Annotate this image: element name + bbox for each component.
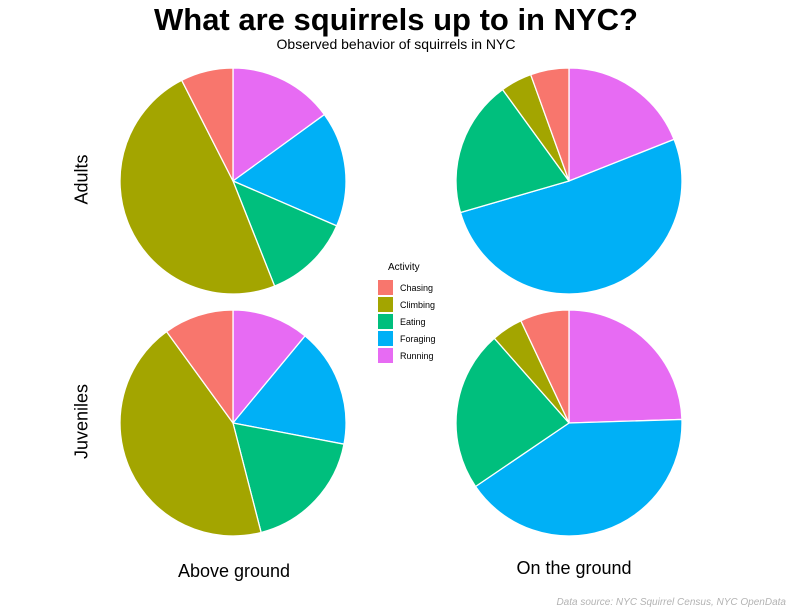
data-source-caption: Data source: NYC Squirrel Census, NYC Op… [556, 597, 786, 608]
legend-title: Activity [388, 262, 420, 273]
column-label-on-the-ground: On the ground [516, 558, 632, 578]
pie-slice-adults-on-the-ground-eating [455, 88, 571, 214]
legend-swatch-foraging [378, 331, 393, 346]
pie-slice-adults-above-ground-chasing [180, 67, 234, 182]
pie-slice-adults-above-ground-climbing [119, 79, 276, 295]
pie-slice-juveniles-on-the-ground-eating [455, 337, 570, 488]
legend-swatch-climbing [378, 297, 393, 312]
pie-slice-adults-above-ground-eating [231, 179, 338, 287]
legend: Activity Chasing Climbing Eating Foraging Ru… [378, 262, 436, 364]
legend-item-foraging: Foraging [378, 330, 436, 347]
legend-swatch-chasing [378, 280, 393, 295]
pie-slice-juveniles-above-ground-chasing [165, 309, 234, 426]
pie-slice-adults-above-ground-running [232, 67, 326, 183]
column-label-above-ground: Above ground [177, 561, 291, 581]
pie-slice-juveniles-above-ground-foraging [231, 335, 347, 445]
legend-label-climbing: Climbing [400, 299, 436, 310]
legend-label-running: Running [400, 350, 434, 361]
pie-slice-juveniles-above-ground-eating [232, 422, 345, 534]
legend-item-chasing: Chasing [378, 279, 436, 296]
legend-label-chasing: Chasing [400, 282, 434, 293]
legend-label-foraging: Foraging [400, 333, 436, 344]
legend-item-climbing: Climbing [378, 296, 436, 313]
legend-item-running: Running [378, 347, 436, 364]
legend-swatch-running [378, 348, 393, 363]
pie-slice-adults-on-the-ground-running [568, 67, 675, 182]
pie-slice-juveniles-on-the-ground-chasing [520, 309, 570, 424]
pie-slice-adults-on-the-ground-foraging [459, 138, 683, 295]
legend-label-eating: Eating [400, 316, 426, 327]
legend-item-eating: Eating [378, 313, 436, 330]
pie-slice-adults-on-the-ground-chasing [529, 67, 570, 182]
pie-slice-adults-above-ground-foraging [231, 113, 347, 227]
chart-subtitle: Observed behavior of squirrels in NYC [276, 36, 516, 52]
pie-slice-juveniles-above-ground-climbing [119, 330, 262, 537]
pie-slice-juveniles-on-the-ground-foraging [474, 418, 683, 537]
pie-slice-juveniles-above-ground-running [232, 309, 306, 425]
legend-swatch-eating [378, 314, 393, 329]
chart-title: What are squirrels up to in NYC? [154, 2, 638, 37]
pie-slice-juveniles-on-the-ground-running [568, 309, 683, 424]
